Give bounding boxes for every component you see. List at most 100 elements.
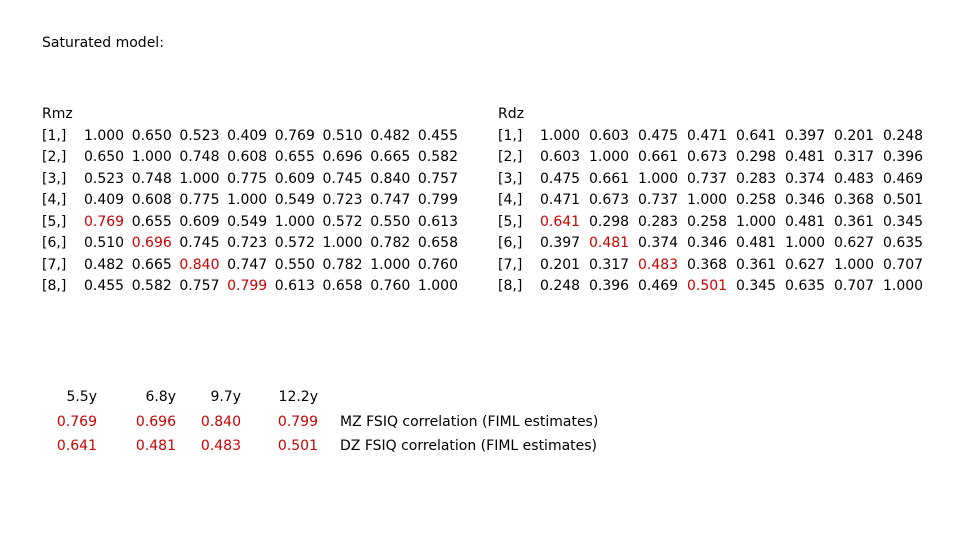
matrix-cell: 1.000 — [322, 235, 363, 251]
matrix-cell: 1.000 — [589, 149, 630, 165]
matrix-cell: 0.501 — [687, 278, 728, 294]
matrix-cell: 0.799 — [227, 278, 268, 294]
matrix-cell: 0.469 — [638, 278, 679, 294]
matrix-cell: 0.760 — [417, 256, 458, 273]
matrix-cell: 0.782 — [322, 256, 363, 273]
age-label: 12.2y — [278, 389, 318, 405]
matrix-cell: 0.840 — [370, 170, 411, 187]
matrix-cell: 0.397 — [785, 127, 826, 144]
row-label: [3,] — [498, 170, 523, 187]
matrix-cell: 0.317 — [834, 149, 875, 165]
matrix-cell: 0.258 — [687, 213, 728, 230]
matrix-cell: 0.455 — [417, 127, 458, 144]
matrix-cell: 0.201 — [540, 256, 581, 273]
matrix-cell: 0.396 — [589, 278, 630, 294]
matrix-cell: 0.655 — [274, 149, 315, 165]
matrix-cell: 0.483 — [638, 256, 679, 273]
matrix-cell: 0.374 — [785, 170, 826, 187]
row-label: [6,] — [42, 235, 67, 251]
mz-label: MZ FSIQ correlation (FIML estimates) — [340, 414, 599, 430]
matrix-cell: 0.608 — [131, 192, 172, 208]
matrix-cell: 0.627 — [785, 256, 826, 273]
age-label: 6.8y — [145, 389, 176, 405]
dz-value: 0.481 — [135, 438, 176, 454]
matrix-cell: 0.650 — [84, 149, 125, 165]
matrix-cell: 0.737 — [638, 192, 679, 208]
matrix-cell: 0.707 — [883, 256, 924, 273]
matrix-cell: 0.501 — [883, 192, 924, 208]
mz-value: 0.696 — [135, 414, 176, 430]
row-label: [7,] — [498, 256, 523, 273]
mz-value: 0.769 — [56, 414, 97, 430]
matrix-cell: 0.298 — [589, 213, 630, 230]
mz-value: 0.840 — [200, 414, 241, 430]
matrix-cell: 0.723 — [322, 192, 363, 208]
matrix-cell: 0.481 — [785, 149, 826, 165]
matrix-cell: 0.409 — [227, 127, 268, 144]
matrix-cell: 0.396 — [883, 149, 924, 165]
row-label: [5,] — [498, 213, 523, 230]
matrix-cell: 0.550 — [274, 256, 315, 273]
matrix-cell: 0.757 — [417, 170, 458, 187]
matrix-cell: 0.661 — [589, 170, 630, 187]
matrix-cell: 0.799 — [417, 192, 458, 208]
matrix-cell: 0.481 — [589, 235, 630, 251]
matrix-cell: 0.627 — [834, 235, 875, 251]
matrix-cell: 0.769 — [274, 127, 315, 144]
age-label: 9.7y — [210, 389, 241, 405]
matrix-cell: 0.368 — [834, 192, 875, 208]
matrix-cell: 0.346 — [687, 235, 728, 251]
age-label: 5.5y — [66, 389, 97, 405]
matrix-cell: 0.655 — [131, 213, 172, 230]
matrix-cell: 0.613 — [417, 213, 458, 230]
matrix-cell: 0.609 — [179, 213, 220, 230]
matrix-cell: 0.549 — [274, 192, 315, 208]
row-label: [2,] — [498, 149, 523, 165]
matrix-cell: 0.658 — [417, 235, 458, 251]
matrix-cell: 0.609 — [274, 170, 315, 187]
matrix-cell: 0.747 — [370, 192, 411, 208]
matrix-cell: 0.523 — [179, 127, 220, 144]
matrix-cell: 0.475 — [638, 127, 679, 144]
row-label: [8,] — [42, 278, 67, 294]
matrix-cell: 0.745 — [322, 170, 363, 187]
matrix-cell: 1.000 — [540, 127, 581, 144]
matrix-cell: 1.000 — [370, 256, 411, 273]
matrix-cell: 1.000 — [736, 213, 777, 230]
matrix-cell: 0.673 — [589, 192, 630, 208]
matrix-cell: 0.757 — [179, 278, 220, 294]
matrix-cell: 0.510 — [322, 127, 363, 144]
matrix-cell: 0.745 — [179, 235, 220, 251]
matrix-cell: 0.748 — [179, 149, 220, 165]
matrix-cell: 0.475 — [540, 170, 581, 187]
matrix-cell: 0.572 — [322, 213, 363, 230]
matrix-cell: 0.582 — [417, 149, 458, 165]
matrix-cell: 0.471 — [687, 127, 728, 144]
row-label: [1,] — [42, 127, 67, 144]
matrix-cell: 0.747 — [227, 256, 268, 273]
matrix-cell: 0.523 — [84, 170, 125, 187]
matrix-cell: 0.658 — [322, 278, 363, 294]
matrix-cell: 0.346 — [785, 192, 826, 208]
matrix-cell: 0.283 — [638, 213, 679, 230]
matrix-cell: 0.760 — [370, 278, 411, 294]
matrix-cell: 0.608 — [227, 149, 268, 165]
dz-value: 0.483 — [200, 438, 241, 454]
matrix-cell: 1.000 — [417, 278, 458, 294]
matrix-cell: 0.550 — [370, 213, 411, 230]
matrix-cell: 0.661 — [638, 149, 679, 165]
mz-value: 0.799 — [277, 414, 318, 430]
row-label: [6,] — [498, 235, 523, 251]
row-label: [8,] — [498, 278, 523, 294]
matrix-cell: 1.000 — [84, 127, 125, 144]
matrix-cell: 0.283 — [736, 170, 777, 187]
matrix-cell: 0.258 — [736, 192, 777, 208]
matrix-cell: 0.345 — [883, 213, 924, 230]
dz-value: 0.501 — [277, 438, 318, 454]
matrix-cell: 0.782 — [370, 235, 411, 251]
matrix-cell: 0.409 — [84, 192, 125, 208]
matrix-cell: 0.361 — [736, 256, 777, 273]
matrix-cell: 0.603 — [540, 149, 581, 165]
matrix-cell: 0.361 — [834, 213, 875, 230]
